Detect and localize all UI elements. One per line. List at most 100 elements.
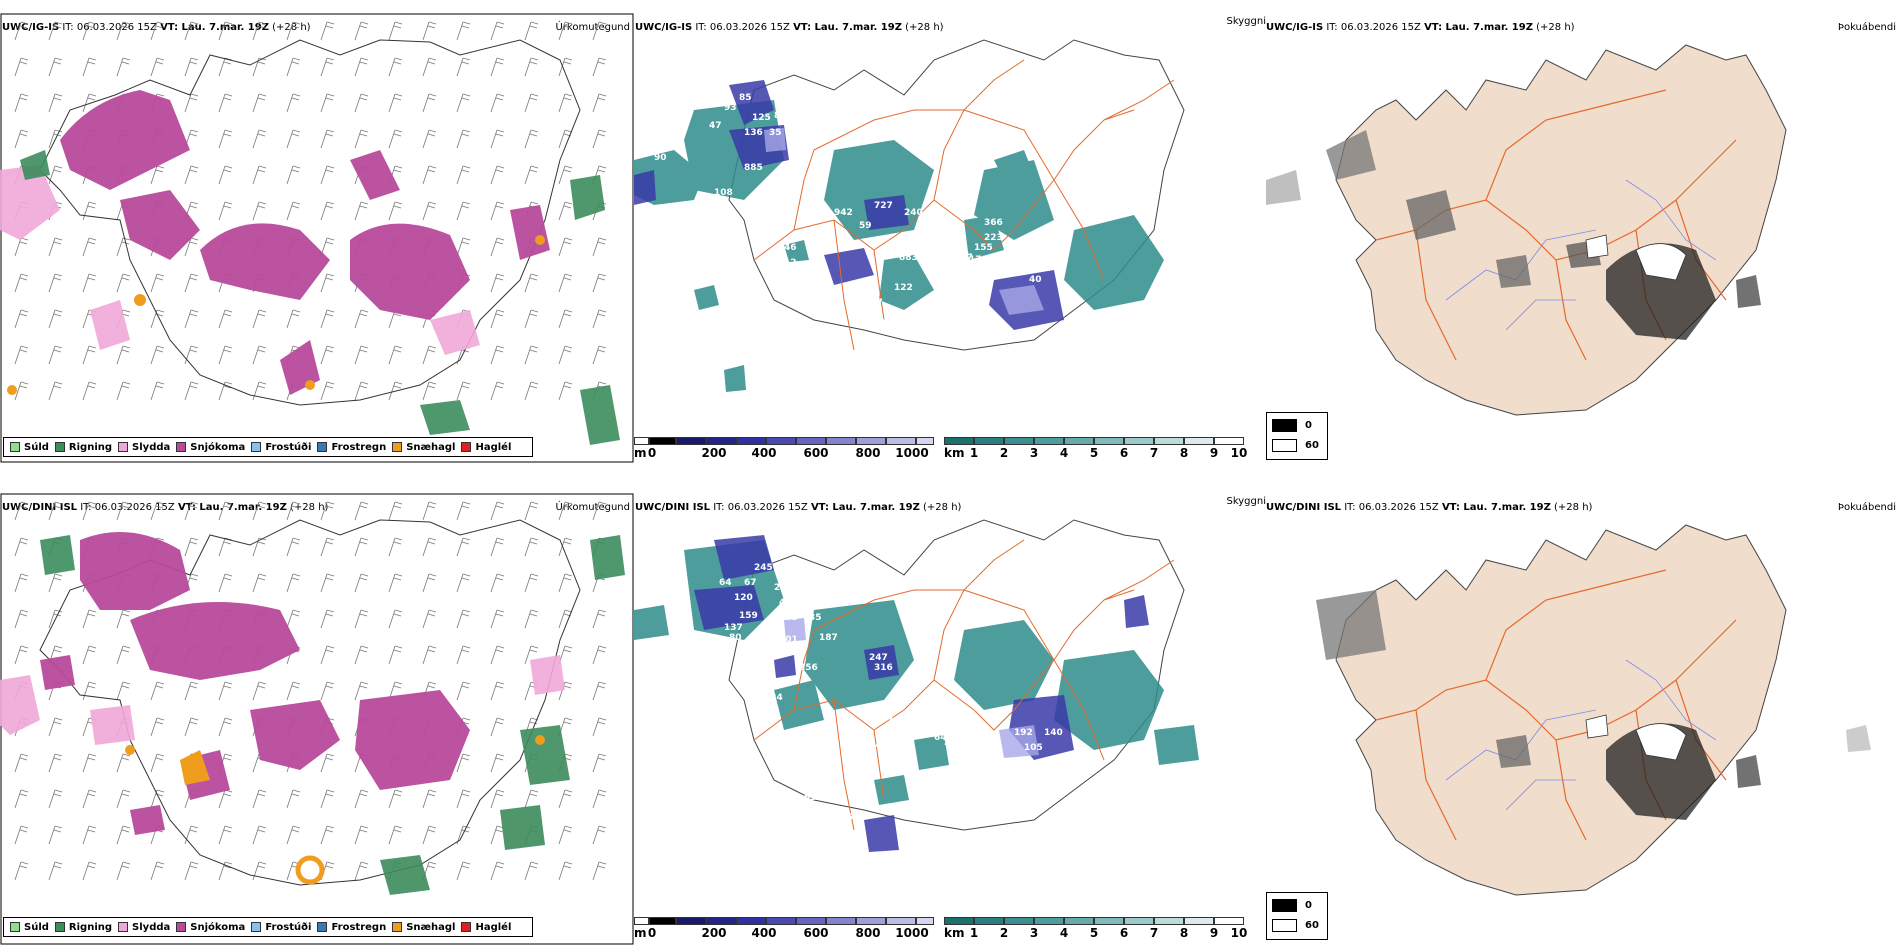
wind-barb <box>320 273 335 293</box>
ceiling-label: 35 <box>809 613 822 623</box>
wind-barb <box>422 381 437 401</box>
wind-barb <box>592 21 607 41</box>
wind-barb <box>592 273 607 293</box>
wind-barb <box>524 57 539 77</box>
wind-barb <box>150 861 165 881</box>
wind-barb <box>184 861 199 881</box>
wind-barb <box>490 57 505 77</box>
wind-barb <box>354 345 369 365</box>
wind-barb <box>252 573 267 593</box>
visibility-unit: km <box>944 446 965 460</box>
ceiling-label: 90 <box>654 153 667 163</box>
visibility-tick: 3 <box>1029 446 1039 460</box>
wind-barb <box>116 21 131 41</box>
wind-barb <box>218 129 233 149</box>
ceiling-label: 125 <box>752 113 771 123</box>
ceiling-label: 13 <box>779 268 792 278</box>
wind-barb <box>388 93 403 113</box>
wind-barb <box>388 501 403 521</box>
ceiling-label: 48 <box>779 598 792 608</box>
wind-barb <box>218 57 233 77</box>
wind-barb <box>388 381 403 401</box>
wind-barb <box>558 573 573 593</box>
legend-snow: Snjókoma <box>176 442 245 453</box>
wind-barb <box>422 129 437 149</box>
swatch-snow-hail <box>392 922 403 932</box>
ceiling-label: 235 <box>794 98 813 108</box>
wind-barb <box>116 57 131 77</box>
visibility-tick: 8 <box>1179 446 1189 460</box>
wind-barb <box>422 201 437 221</box>
ceiling-label: 47 <box>709 121 722 131</box>
swatch-snow-hail <box>392 442 403 452</box>
wind-barb <box>116 609 131 629</box>
wind-barb <box>14 861 29 881</box>
wind-barb <box>252 825 267 845</box>
wind-barb <box>320 21 335 41</box>
visibility-colorbar: km 1 2 3 4 5 6 7 8 9 10 <box>944 917 1264 943</box>
wind-barb <box>116 825 131 845</box>
wind-barb <box>490 645 505 665</box>
ceiling-colorbar: m 0 200 400 600 800 1000 <box>634 437 934 463</box>
wind-barb <box>320 609 335 629</box>
ceiling-label: 11 <box>789 263 802 273</box>
wind-barb <box>354 825 369 845</box>
wind-barb <box>354 789 369 809</box>
wind-barb <box>354 57 369 77</box>
wind-barb <box>490 309 505 329</box>
wind-barb <box>116 753 131 773</box>
ceiling-label: 8 <box>1044 238 1050 248</box>
wind-barb <box>558 273 573 293</box>
visibility-tick: 3 <box>1029 926 1039 940</box>
wind-barb <box>592 681 607 701</box>
wind-barb <box>48 717 63 737</box>
visibility-tick: 6 <box>1119 446 1129 460</box>
legend-snow-hail: Snæhagl <box>392 922 455 933</box>
ceiling-label: 84 <box>774 111 787 121</box>
wind-barb <box>320 573 335 593</box>
panel-header: UWC/IG-IS IT: 06.03.2026 15Z VT: Lau. 7.… <box>635 22 944 33</box>
fog-legend-white: 60 <box>1272 919 1319 932</box>
wind-barb <box>456 381 471 401</box>
ceiling-label: 137 <box>724 623 743 633</box>
wind-barb <box>524 345 539 365</box>
wind-barb <box>116 645 131 665</box>
ceiling-tick: 400 <box>751 926 777 940</box>
wind-barb <box>14 501 29 521</box>
wind-barb <box>150 753 165 773</box>
wind-barb <box>184 825 199 845</box>
ceiling-tick: 1000 <box>895 446 929 460</box>
ceiling-label: 14 <box>764 73 777 83</box>
wind-barb <box>422 789 437 809</box>
ceiling-label: 405 <box>709 676 728 686</box>
swatch-black <box>1272 419 1297 432</box>
wind-barb <box>252 309 267 329</box>
wind-barb <box>82 681 97 701</box>
wind-barb <box>592 57 607 77</box>
wind-barb <box>592 753 607 773</box>
legend-hail: Haglél <box>461 922 511 933</box>
wind-barb <box>150 789 165 809</box>
swatch-sleet <box>118 442 129 452</box>
ceiling-label: 505 <box>834 813 853 823</box>
wind-barb <box>48 381 63 401</box>
wind-barb <box>524 537 539 557</box>
wind-barb <box>116 345 131 365</box>
wind-barb <box>490 537 505 557</box>
fog-panel-top: UWC/IG-IS IT: 06.03.2026 15Z VT: Lau. 7.… <box>1266 0 1900 470</box>
visibility-tick: 8 <box>1179 926 1189 940</box>
wind-barb <box>592 825 607 845</box>
swatch-white <box>1272 919 1297 932</box>
wind-barb <box>116 381 131 401</box>
wind-barb <box>354 501 369 521</box>
legend-freezing-rain: Frostregn <box>317 442 386 453</box>
wind-barb <box>490 273 505 293</box>
ceiling-colorbar: m 0 200 400 600 800 1000 <box>634 917 934 943</box>
ceiling-label: 124 <box>764 693 783 703</box>
ceiling-label: 197 <box>954 253 973 263</box>
ceiling-label: 67 <box>744 578 757 588</box>
wind-barb <box>354 537 369 557</box>
wind-barb <box>456 537 471 557</box>
wind-barb <box>286 573 301 593</box>
